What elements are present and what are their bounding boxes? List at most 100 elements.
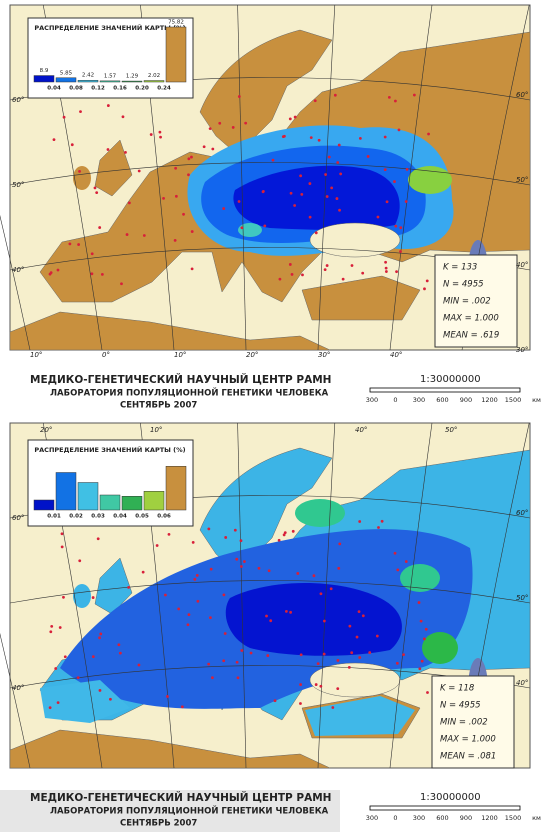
lat-label: 60° — [516, 91, 528, 99]
sample-point — [339, 172, 343, 176]
sample-point — [290, 273, 294, 276]
lon-label: 20° — [246, 351, 258, 359]
sample-point — [324, 173, 327, 176]
sample-point — [396, 568, 400, 572]
sample-point — [174, 194, 178, 198]
sample-point — [419, 619, 423, 623]
sample-point — [380, 519, 384, 523]
scale-label: 300 — [366, 396, 378, 404]
sample-point — [137, 169, 141, 173]
scale-label: км — [532, 396, 541, 404]
sample-point — [289, 191, 293, 195]
lat-label: 50° — [12, 181, 24, 189]
sample-point — [202, 145, 206, 149]
sample-point — [68, 242, 72, 246]
sample-point — [383, 168, 387, 172]
sample-point — [235, 660, 239, 664]
scale-label: км — [532, 814, 541, 822]
britain — [94, 139, 133, 197]
sample-point — [266, 654, 270, 657]
map-scale: 1:30000000 — [420, 374, 481, 385]
sample-point — [62, 115, 66, 119]
legend-tick: 0.04 — [113, 514, 127, 520]
stat: MAX = 1.000 — [440, 735, 496, 745]
stat: MIN = .002 — [440, 718, 488, 728]
lon-label: 0° — [102, 351, 110, 359]
sample-point — [376, 215, 380, 219]
sample-point — [299, 174, 303, 178]
sample-point — [190, 230, 194, 233]
sample-point — [257, 566, 261, 570]
scale-label: 600 — [436, 396, 448, 404]
stat: MAX = 1.000 — [443, 314, 499, 324]
sample-point — [124, 150, 127, 154]
sample-point — [186, 623, 190, 627]
zone — [233, 165, 400, 230]
sample-point — [269, 619, 273, 623]
lon-label: 30° — [318, 351, 330, 359]
meridian — [0, 632, 31, 769]
sample-point — [336, 687, 340, 691]
sample-point — [261, 189, 265, 193]
britain — [94, 557, 133, 615]
meridian — [317, 422, 336, 769]
zone — [305, 696, 415, 736]
sample-point — [166, 695, 169, 698]
legend-box — [27, 439, 194, 527]
sample-point — [90, 252, 94, 256]
sample-point — [330, 186, 334, 190]
sample-point — [62, 595, 65, 599]
sample-point — [121, 115, 125, 119]
sample-point — [299, 683, 302, 686]
stats-box — [434, 254, 518, 348]
lat-label: 30° — [516, 346, 528, 354]
histogram-bar — [143, 80, 165, 83]
sample-point — [49, 271, 53, 274]
footer-band — [0, 790, 340, 832]
sample-point — [271, 158, 275, 162]
sample-point — [333, 93, 337, 97]
sample-point — [393, 180, 396, 183]
legend-box — [27, 17, 194, 99]
legend-tick: 0.06 — [157, 514, 171, 520]
sample-point — [338, 208, 341, 212]
sample-point — [384, 270, 388, 273]
sample-point — [329, 587, 333, 591]
sample-point — [336, 659, 340, 662]
sample-point — [357, 610, 361, 614]
sample-point — [56, 701, 60, 705]
sample-point — [395, 270, 398, 274]
sample-point — [417, 601, 421, 604]
map-panel: РАСПРЕДЕЛЕНИЕ ЗНАЧЕНИЙ КАРТЫ (%) 0.01 0.02… — [0, 422, 541, 832]
sample-point — [336, 161, 340, 164]
lon-label: 40° — [390, 351, 402, 359]
stat: K = 118 — [440, 684, 475, 694]
sample-point — [325, 195, 329, 198]
sample-point — [323, 268, 327, 272]
bar-label: 2.02 — [148, 73, 160, 79]
sample-point — [296, 572, 300, 575]
sample-point — [319, 684, 323, 688]
sample-point — [423, 287, 426, 291]
sample-point — [173, 239, 177, 242]
zone — [238, 223, 262, 237]
sample-point — [142, 234, 146, 237]
meridian — [389, 4, 433, 351]
sample-point — [375, 634, 379, 638]
lat-label: 60° — [516, 509, 528, 517]
lat-label: 50° — [516, 176, 528, 184]
sample-point — [222, 207, 226, 210]
sample-point — [99, 632, 103, 636]
lat-label: 40° — [12, 684, 24, 692]
sample-point — [195, 573, 199, 577]
legend-tick: 0.16 — [113, 86, 127, 92]
legend-title: РАСПРЕДЕЛЕНИЕ ЗНАЧЕНИЙ КАРТЫ (%) — [34, 445, 185, 454]
land — [9, 311, 331, 351]
histogram-bar — [33, 499, 55, 511]
bar-label: 8.9 — [40, 68, 49, 74]
scale-label: 1200 — [481, 396, 498, 404]
sample-point — [180, 705, 184, 709]
zone — [422, 632, 458, 664]
sample-point — [239, 539, 243, 543]
ireland — [73, 584, 91, 608]
